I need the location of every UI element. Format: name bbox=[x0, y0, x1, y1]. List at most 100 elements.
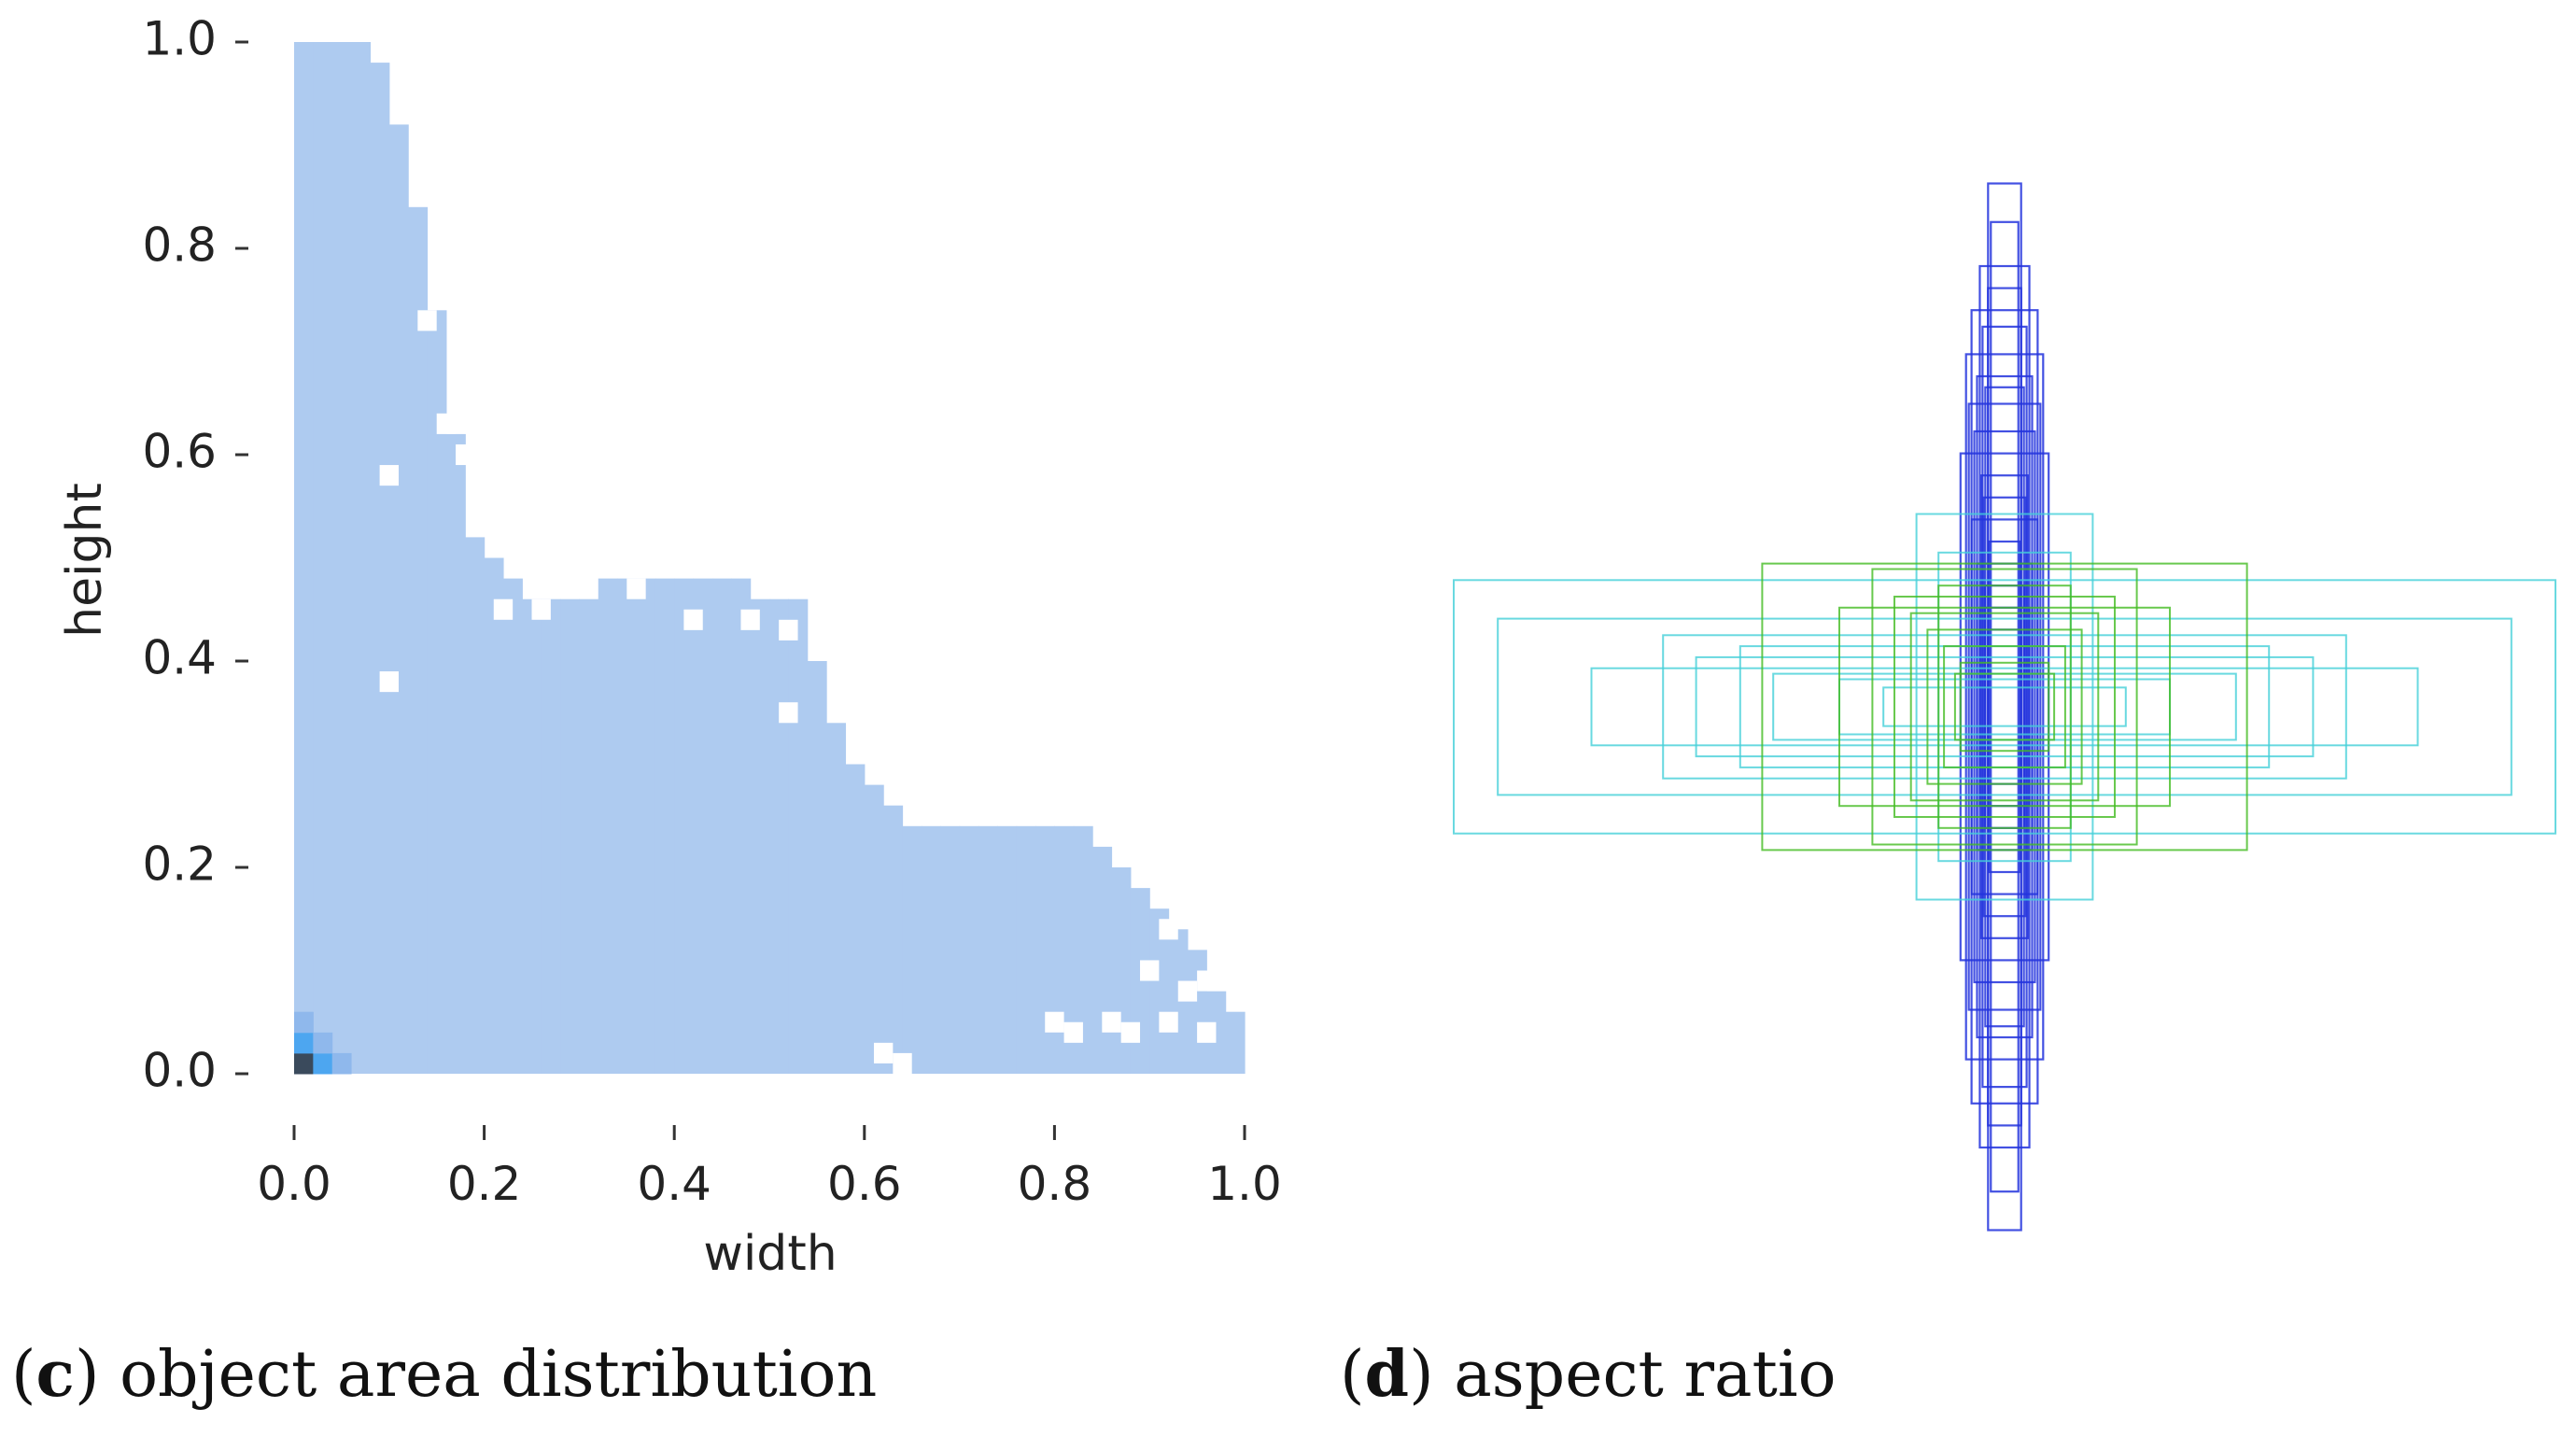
heatmap-empty-bin bbox=[1216, 527, 1235, 548]
aspect-box-square bbox=[1943, 645, 2066, 768]
heatmap-empty-bin bbox=[474, 465, 494, 486]
x-tick-label: 0.4 bbox=[637, 1157, 711, 1211]
heatmap-column bbox=[445, 433, 466, 1074]
heatmap-column bbox=[788, 598, 809, 1074]
heatmap-density-cell bbox=[294, 1011, 314, 1034]
panel-c-heatmap: 0.0 0.2 0.4 0.6 0.8 1.0 bbox=[11, 12, 1282, 1413]
y-tick-label: 0.0 bbox=[142, 1044, 217, 1098]
heatmap-empty-bin bbox=[779, 702, 798, 724]
heatmap-column bbox=[845, 764, 866, 1074]
heatmap-empty-bin bbox=[1197, 867, 1217, 889]
heatmap-density-cell bbox=[331, 1052, 352, 1075]
caption-c-label: object area distribution bbox=[120, 1338, 877, 1412]
caption-d-letter: d bbox=[1365, 1337, 1410, 1412]
heatmap-column bbox=[921, 825, 941, 1074]
heatmap-empty-bin bbox=[740, 609, 760, 630]
heatmap-empty-bin bbox=[1197, 1021, 1217, 1043]
heatmap-empty-bin bbox=[893, 619, 912, 641]
heatmap-empty-bin bbox=[911, 568, 932, 589]
x-tick-2: 0.4 bbox=[637, 1125, 711, 1211]
heatmap-column bbox=[1035, 825, 1055, 1074]
heatmap-empty-bin bbox=[379, 671, 399, 693]
heatmap-column bbox=[370, 63, 390, 1075]
aspect-box-wide bbox=[1915, 513, 2094, 901]
heatmap-empty-bin bbox=[417, 310, 437, 331]
aspect-box-wide bbox=[1590, 667, 2419, 747]
aspect-box-square bbox=[1926, 628, 2083, 785]
y-tick-3: 0.6 bbox=[142, 425, 248, 479]
heatmap-column bbox=[902, 825, 922, 1074]
heatmap-density-cell bbox=[294, 1032, 314, 1054]
heatmap-empty-bin bbox=[893, 1052, 912, 1074]
heatmap-column bbox=[711, 578, 732, 1074]
heatmap-empty-bin bbox=[911, 629, 932, 651]
x-tick-0: 0.0 bbox=[257, 1125, 331, 1211]
aspect-box-wide bbox=[1937, 551, 2072, 863]
aspect-box-wide bbox=[1882, 686, 2127, 727]
heatmap-column bbox=[978, 825, 998, 1074]
heatmap-empty-bin bbox=[1006, 578, 1026, 599]
heatmap-empty-bin bbox=[1216, 970, 1235, 992]
heatmap-empty-bin bbox=[836, 609, 855, 630]
aspect-box-tall bbox=[1982, 496, 2027, 918]
heatmap-column bbox=[579, 598, 599, 1074]
heatmap-column bbox=[484, 557, 504, 1074]
aspect-box-tall bbox=[1981, 325, 2028, 1089]
heatmap-column bbox=[313, 42, 333, 1074]
heatmap-empty-bin bbox=[1159, 784, 1178, 806]
heatmap-column bbox=[750, 598, 770, 1074]
heatmap-empty-bin bbox=[931, 629, 950, 651]
heatmap-column bbox=[408, 206, 429, 1075]
y-tick-1: 0.2 bbox=[142, 838, 248, 892]
heatmap-column bbox=[388, 124, 409, 1074]
aspect-box-square bbox=[1937, 584, 2072, 829]
heatmap-empty-bin bbox=[1120, 682, 1141, 703]
heatmap-empty-bin bbox=[1045, 578, 1064, 599]
aspect-box-wide bbox=[1497, 617, 2513, 796]
y-tick-5: 1.0 bbox=[142, 12, 248, 66]
y-tick-label: 1.0 bbox=[142, 12, 217, 66]
heatmap-column bbox=[427, 310, 447, 1074]
heatmap-column bbox=[1073, 825, 1093, 1074]
heatmap-empty-bin bbox=[1063, 1021, 1083, 1043]
heatmap-empty-bin bbox=[456, 443, 475, 466]
caption-c-letter: c bbox=[36, 1337, 75, 1412]
x-axis-title: width bbox=[703, 1226, 837, 1282]
heatmap-empty-bin bbox=[1177, 805, 1198, 826]
heatmap-column bbox=[1130, 888, 1150, 1074]
heatmap-column bbox=[331, 42, 352, 1074]
heatmap-column bbox=[541, 598, 561, 1074]
x-tick-5: 1.0 bbox=[1207, 1125, 1282, 1211]
heatmap-density-cell bbox=[313, 1052, 333, 1075]
heatmap-empty-bin bbox=[950, 588, 969, 610]
heatmap-column bbox=[940, 825, 961, 1074]
heatmap-empty-bin bbox=[1177, 980, 1198, 1002]
aspect-box-tall bbox=[1987, 287, 2022, 1127]
y-axis: 0.0 0.2 0.4 0.6 0.8 1.0 bbox=[142, 12, 248, 1098]
x-tick-label: 1.0 bbox=[1207, 1157, 1282, 1211]
heatmap-cells bbox=[294, 42, 1246, 1075]
heatmap-empty-bin bbox=[1177, 846, 1198, 867]
heatmap-column bbox=[1016, 825, 1036, 1074]
aspect-box-tall bbox=[1973, 429, 2036, 984]
aspect-box-wide bbox=[1772, 672, 2237, 741]
aspect-box-square bbox=[1909, 612, 2100, 802]
x-tick-label: 0.8 bbox=[1018, 1157, 1092, 1211]
caption-c-text: (c) object area distribution bbox=[11, 1337, 877, 1412]
x-axis: 0.0 0.2 0.4 0.6 0.8 1.0 bbox=[257, 1125, 1282, 1211]
x-tick-1: 0.2 bbox=[447, 1125, 521, 1211]
heatmap-empty-bin bbox=[436, 413, 457, 434]
heatmap-column bbox=[883, 805, 904, 1074]
heatmap-column bbox=[693, 578, 713, 1074]
heatmap-column bbox=[674, 578, 695, 1074]
heatmap-column bbox=[1149, 908, 1170, 1074]
aspect-box-square bbox=[1953, 672, 2056, 741]
heatmap-column bbox=[465, 537, 486, 1074]
heatmap-empty-bin bbox=[1102, 795, 1121, 816]
heatmap-empty-bin bbox=[1045, 1011, 1064, 1033]
x-tick-3: 0.6 bbox=[827, 1125, 902, 1211]
x-tick-4: 0.8 bbox=[1018, 1125, 1092, 1211]
heatmap-empty-bin bbox=[816, 578, 837, 599]
aspect-box-wide bbox=[1695, 655, 2315, 758]
heatmap-empty-bin bbox=[1216, 784, 1235, 806]
